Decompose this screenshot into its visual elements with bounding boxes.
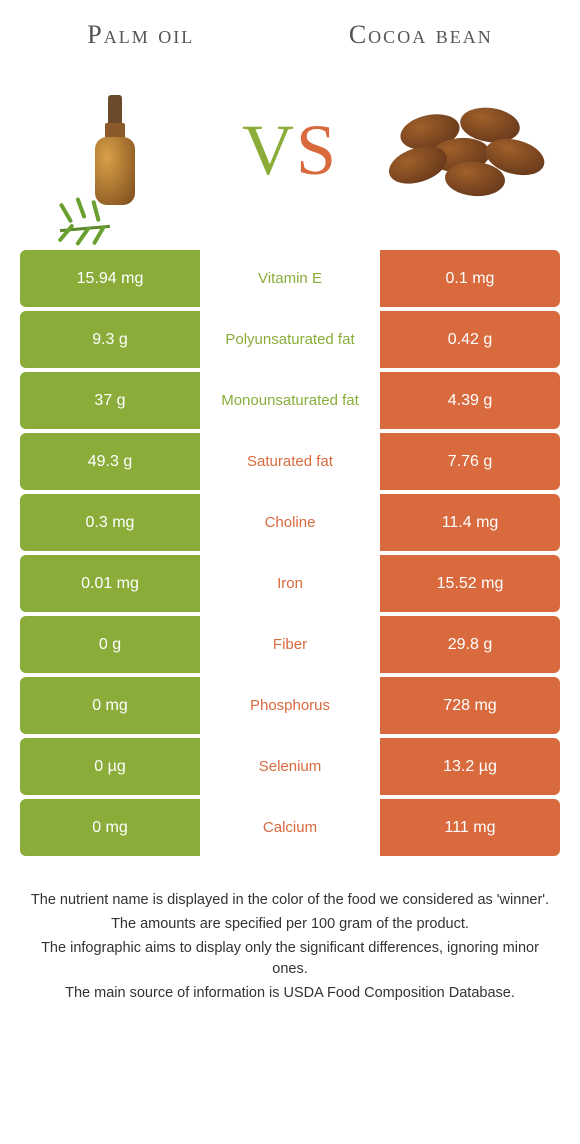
palm-oil-image	[30, 65, 200, 235]
cocoa-bean-image	[380, 65, 550, 235]
nutrient-row: 0 mgCalcium111 mg	[20, 799, 560, 856]
right-value: 4.39 g	[380, 372, 560, 429]
nutrient-row: 15.94 mgVitamin E0.1 mg	[20, 250, 560, 307]
nutrient-label: Monounsaturated fat	[200, 372, 380, 429]
nutrient-label: Vitamin E	[200, 250, 380, 307]
vs-label: VS	[242, 114, 338, 186]
footer-line: The nutrient name is displayed in the co…	[30, 890, 550, 912]
footer-line: The main source of information is USDA F…	[30, 983, 550, 1005]
images-row: VS	[0, 60, 580, 250]
left-value: 0 mg	[20, 677, 200, 734]
right-value: 15.52 mg	[380, 555, 560, 612]
nutrient-row: 9.3 gPolyunsaturated fat0.42 g	[20, 311, 560, 368]
left-value: 37 g	[20, 372, 200, 429]
right-value: 29.8 g	[380, 616, 560, 673]
nutrient-row: 49.3 gSaturated fat7.76 g	[20, 433, 560, 490]
nutrient-row: 0.01 mgIron15.52 mg	[20, 555, 560, 612]
nutrient-label: Choline	[200, 494, 380, 551]
left-value: 49.3 g	[20, 433, 200, 490]
footer-line: The amounts are specified per 100 gram o…	[30, 914, 550, 936]
nutrient-row: 37 gMonounsaturated fat4.39 g	[20, 372, 560, 429]
right-value: 0.1 mg	[380, 250, 560, 307]
right-value: 111 mg	[380, 799, 560, 856]
left-value: 0 g	[20, 616, 200, 673]
footer-line: The infographic aims to display only the…	[30, 938, 550, 982]
nutrient-row: 0 mgPhosphorus728 mg	[20, 677, 560, 734]
left-value: 0.3 mg	[20, 494, 200, 551]
left-food-title: Palm oil	[87, 20, 194, 50]
nutrient-label: Phosphorus	[200, 677, 380, 734]
nutrient-label: Saturated fat	[200, 433, 380, 490]
header: Palm oil Cocoa bean	[0, 0, 580, 60]
left-value: 0 µg	[20, 738, 200, 795]
nutrient-label: Fiber	[200, 616, 380, 673]
nutrient-label: Calcium	[200, 799, 380, 856]
left-value: 9.3 g	[20, 311, 200, 368]
right-food-title: Cocoa bean	[349, 20, 493, 50]
right-value: 11.4 mg	[380, 494, 560, 551]
right-value: 728 mg	[380, 677, 560, 734]
nutrient-row: 0 µgSelenium13.2 µg	[20, 738, 560, 795]
left-value: 15.94 mg	[20, 250, 200, 307]
right-value: 0.42 g	[380, 311, 560, 368]
nutrient-table: 15.94 mgVitamin E0.1 mg9.3 gPolyunsatura…	[0, 250, 580, 856]
right-value: 7.76 g	[380, 433, 560, 490]
nutrient-row: 0 gFiber29.8 g	[20, 616, 560, 673]
left-value: 0 mg	[20, 799, 200, 856]
right-value: 13.2 µg	[380, 738, 560, 795]
nutrient-row: 0.3 mgCholine11.4 mg	[20, 494, 560, 551]
nutrient-label: Polyunsaturated fat	[200, 311, 380, 368]
left-value: 0.01 mg	[20, 555, 200, 612]
footer-notes: The nutrient name is displayed in the co…	[0, 860, 580, 1005]
nutrient-label: Selenium	[200, 738, 380, 795]
nutrient-label: Iron	[200, 555, 380, 612]
